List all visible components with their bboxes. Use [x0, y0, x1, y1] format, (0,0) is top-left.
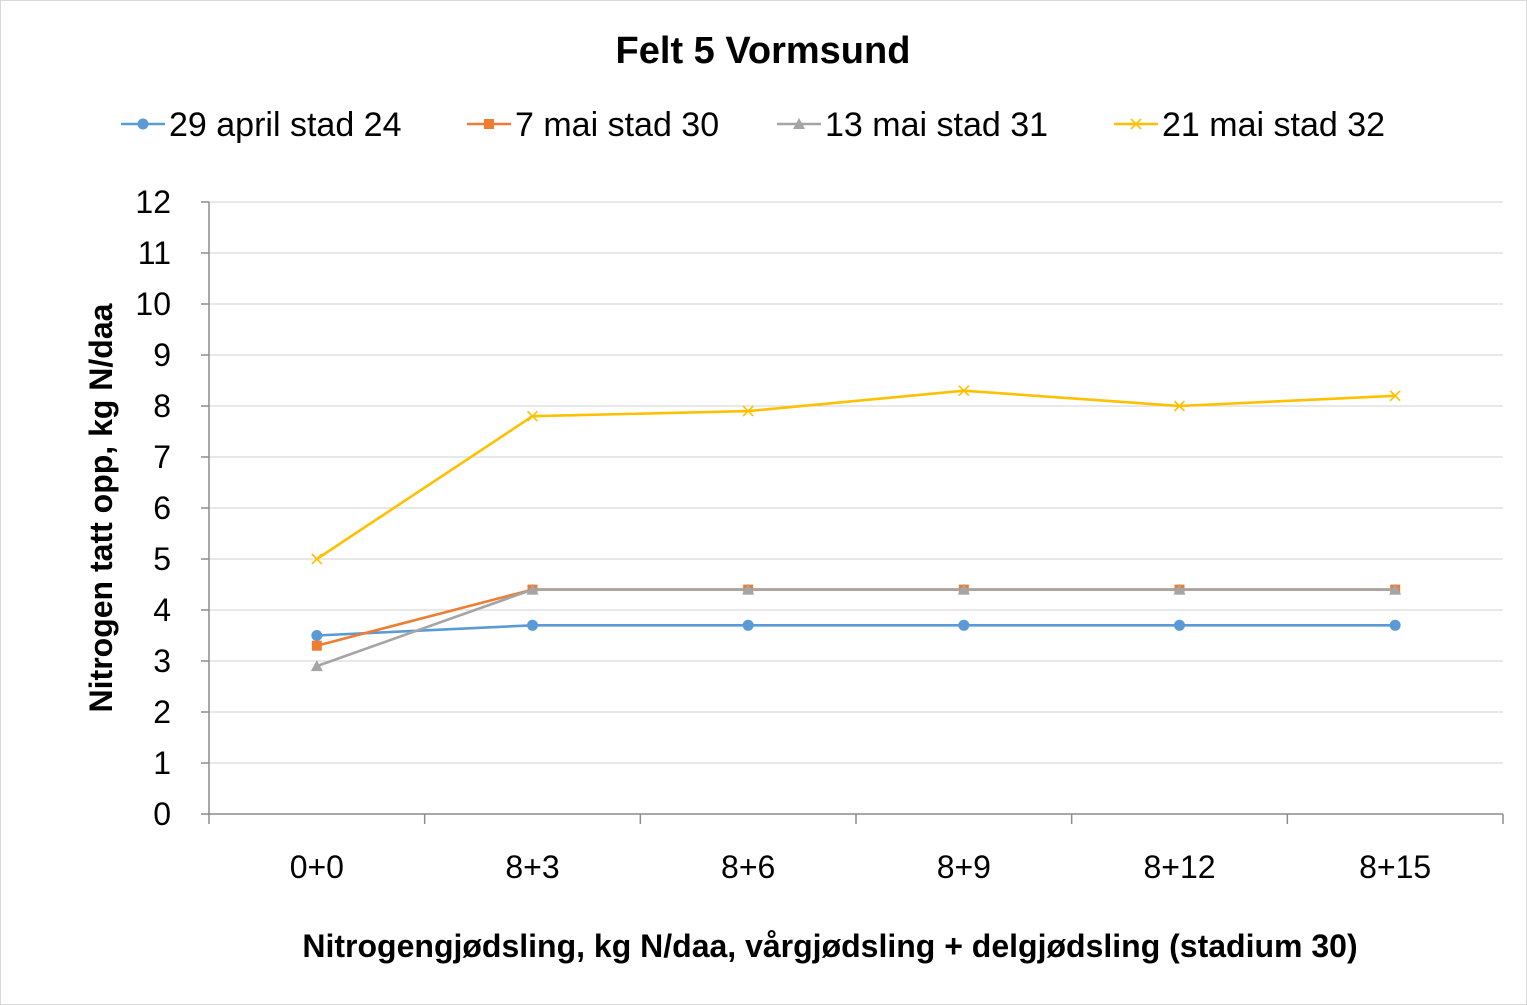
marker-stroke — [311, 553, 323, 565]
y-tick-label: 7 — [153, 439, 171, 475]
y-tick-label: 10 — [135, 286, 171, 322]
x-tick-label: 8+9 — [937, 849, 991, 885]
marker-stroke — [958, 385, 970, 397]
legend-label: 7 mai stad 30 — [515, 106, 719, 144]
series-7-mai-stad-30 — [311, 584, 1401, 651]
legend-item: 13 mai stad 31 — [777, 106, 1048, 144]
data-point — [957, 583, 970, 595]
y-axis-title: Nitrogen tatt opp, kg N/daa — [83, 303, 119, 712]
marker-stroke — [742, 405, 754, 417]
series-line — [316, 623, 1396, 637]
x-tick-labels: 0+0 8+3 8+6 8+9 8+12 8+15 — [290, 849, 1432, 885]
data-point — [526, 583, 539, 595]
data-point — [310, 660, 323, 672]
series-13-mai-stad-31 — [310, 583, 1402, 672]
x-tick-label: 8+6 — [721, 849, 775, 885]
gridlines — [209, 201, 1503, 764]
y-tick-label: 2 — [153, 694, 171, 730]
y-tick-label: 0 — [153, 796, 171, 832]
marker-stroke — [1389, 390, 1401, 402]
legend-marker — [793, 118, 805, 129]
y-tick-label: 3 — [153, 643, 171, 679]
data-point — [311, 630, 323, 641]
data-point — [311, 640, 322, 651]
x-tick-label: 0+0 — [290, 849, 344, 885]
y-tick-label: 9 — [153, 337, 171, 373]
series-21-mai-stad-32 — [311, 385, 1401, 565]
y-tick-label: 8 — [153, 388, 171, 424]
legend-label: 13 mai stad 31 — [825, 106, 1048, 144]
series-group — [310, 385, 1402, 672]
legend-item: 7 mai stad 30 — [467, 106, 719, 144]
marker-stroke — [1173, 400, 1186, 412]
y-tick-label: 1 — [153, 745, 171, 781]
series-line — [316, 389, 1396, 561]
legend-label: 21 mai stad 32 — [1162, 106, 1385, 144]
y-tick-label: 6 — [153, 490, 171, 526]
data-point — [958, 385, 970, 397]
data-point — [526, 410, 539, 422]
data-point — [1173, 400, 1186, 412]
axes — [201, 201, 1504, 824]
data-point — [742, 619, 754, 631]
y-tick-label: 5 — [153, 541, 171, 577]
data-point — [311, 553, 323, 565]
legend-marker — [484, 119, 494, 129]
legend-label: 29 april stad 24 — [169, 106, 402, 144]
legend-item: 21 mai stad 32 — [1114, 106, 1385, 144]
legend-marker — [1130, 118, 1142, 130]
series-line — [316, 588, 1396, 668]
legend-item: 29 april stad 24 — [121, 106, 402, 144]
series-line — [316, 588, 1396, 647]
marker-stroke — [526, 410, 539, 422]
data-point — [742, 405, 754, 417]
data-point — [1174, 619, 1185, 631]
y-tick-label: 4 — [153, 592, 171, 628]
y-tick-label: 11 — [138, 235, 171, 271]
marker-stroke — [1130, 118, 1142, 130]
data-point — [958, 619, 970, 631]
x-tick-label: 8+12 — [1143, 849, 1215, 885]
data-point — [527, 619, 538, 631]
data-point — [742, 583, 755, 595]
data-point — [1389, 583, 1402, 595]
data-point — [1389, 619, 1401, 631]
y-tick-label: 12 — [135, 184, 171, 220]
legend-marker — [137, 118, 149, 130]
data-point — [1389, 390, 1401, 402]
x-tick-label: 8+3 — [505, 849, 559, 885]
data-point — [1173, 583, 1186, 595]
x-axis-title: Nitrogengjødsling, kg N/daa, vårgjødslin… — [302, 928, 1357, 964]
x-tick-label: 8+15 — [1359, 849, 1431, 885]
chart-title: Felt 5 Vormsund — [616, 30, 911, 72]
legend: 29 april stad 24 7 mai stad 30 13 mai stad… — [121, 106, 1385, 144]
series-29-april-stad-24 — [311, 619, 1401, 641]
